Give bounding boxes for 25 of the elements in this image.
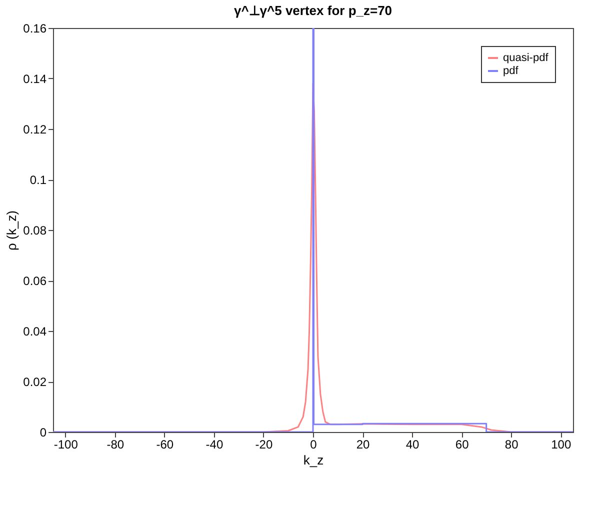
y-tick-label: 0.12 bbox=[23, 122, 47, 136]
y-tick-label: 0.08 bbox=[23, 224, 47, 238]
x-tick-label: -20 bbox=[255, 438, 273, 452]
legend-label: quasi-pdf bbox=[503, 52, 550, 64]
x-tick-label: -60 bbox=[156, 438, 174, 452]
y-tick-label: 0.16 bbox=[23, 22, 47, 36]
x-tick-label: 0 bbox=[310, 438, 318, 452]
x-tick-label: 80 bbox=[504, 438, 519, 452]
y-tick-label: 0 bbox=[40, 426, 47, 440]
chart-title: γ^⊥γ^5 vertex for p_z=70 bbox=[234, 3, 392, 18]
x-tick-label: 60 bbox=[455, 438, 470, 452]
x-tick-label: -40 bbox=[206, 438, 224, 452]
legend-label: pdf bbox=[503, 65, 520, 77]
y-axis-title: ρ (k_z) bbox=[4, 210, 20, 250]
x-tick-label: 40 bbox=[406, 438, 420, 452]
x-tick-label: -100 bbox=[54, 438, 78, 452]
x-tick-label: 100 bbox=[551, 438, 572, 452]
x-axis-title: k_z bbox=[303, 452, 324, 468]
x-tick-label: -80 bbox=[106, 438, 124, 452]
y-tick-label: 0.02 bbox=[23, 375, 47, 389]
y-tick-label: 0.06 bbox=[23, 274, 47, 288]
x-tick-label: 20 bbox=[356, 438, 370, 452]
y-tick-label: 0.14 bbox=[23, 72, 47, 86]
y-tick-label: 0.1 bbox=[30, 173, 47, 187]
y-tick-label: 0.04 bbox=[23, 324, 47, 338]
